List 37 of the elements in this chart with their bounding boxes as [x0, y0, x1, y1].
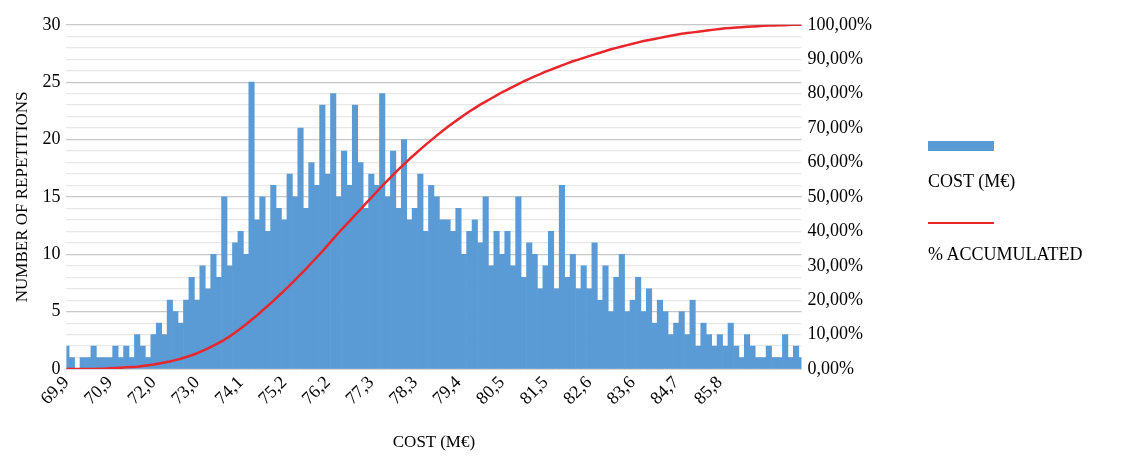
x-tick-label: 75,2 — [253, 371, 291, 409]
y-tick-label: 5 — [51, 300, 61, 321]
x-axis-title: COST (M€) — [392, 432, 476, 452]
bar — [645, 288, 653, 369]
legend-label: % ACCUMULATED — [928, 243, 1083, 265]
x-tick-label: 78,3 — [384, 371, 422, 409]
y2-tick-label: 90,00% — [807, 47, 864, 68]
y-tick-label: 30 — [42, 13, 61, 34]
x-tick-label: 72,0 — [123, 371, 160, 409]
x-tick-label: 73,0 — [166, 371, 204, 409]
x-tick-label: 84,7 — [646, 371, 683, 409]
x-tick-label: 74,1 — [210, 371, 247, 409]
y2-tick-label: 10,00% — [807, 323, 864, 344]
x-tick-label: 76,2 — [297, 371, 334, 409]
y2-tick-label: 80,00% — [807, 82, 864, 103]
x-tick-label: 77,3 — [341, 371, 378, 409]
x-tick-label: 83,6 — [602, 371, 639, 409]
y2-tick-label: 70,00% — [807, 116, 864, 137]
y2-tick-label: 50,00% — [807, 185, 864, 206]
y2-tick-label: 20,00% — [807, 288, 864, 309]
y2-tick-label: 0,00% — [807, 357, 855, 378]
x-tick-label: 85,8 — [689, 371, 726, 409]
y-tick-label: 25 — [42, 70, 61, 91]
y-tick-label: 20 — [42, 128, 61, 149]
y-tick-label: 10 — [42, 243, 61, 264]
y2-tick-label: 60,00% — [807, 151, 864, 172]
y-tick-label: 15 — [42, 185, 61, 206]
x-tick-label: 81,5 — [515, 371, 552, 409]
x-tick-label: 82,6 — [558, 371, 596, 409]
x-tick-label: 79,4 — [428, 371, 465, 409]
y2-tick-label: 100,00% — [807, 13, 873, 34]
y-axis-title: NUMBER OF REPETITIONS — [11, 91, 31, 303]
x-tick-label: 70,9 — [79, 371, 117, 409]
legend-label: COST (M€) — [928, 170, 1017, 192]
x-tick-label: 80,5 — [471, 371, 509, 409]
y2-tick-label: 40,00% — [807, 220, 864, 241]
y2-tick-label: 30,00% — [807, 254, 864, 275]
